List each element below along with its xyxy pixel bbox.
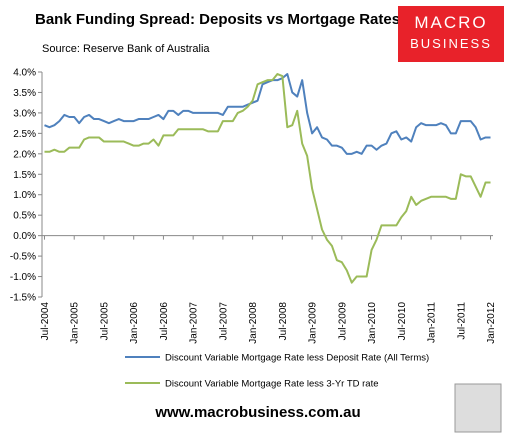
x-tick-label: Jul-2011 [456, 302, 467, 340]
x-tick-label: Jul-2006 [159, 302, 170, 341]
y-tick-label: 0.0% [13, 231, 36, 242]
y-tick-label: 1.5% [13, 170, 36, 181]
x-tick-label: Jul-2007 [218, 302, 229, 341]
x-tick-label: Jan-2012 [486, 302, 497, 344]
x-tick-label: Jan-2007 [189, 302, 200, 344]
y-tick-label: 3.5% [13, 88, 36, 99]
x-tick-label: Jul-2010 [397, 302, 408, 341]
logo: MACRO BUSINESS [398, 6, 504, 62]
legend-label: Discount Variable Mortgage Rate less 3-Y… [165, 379, 379, 390]
chart-title: Bank Funding Spread: Deposits vs Mortgag… [35, 11, 400, 28]
y-tick-label: 0.5% [13, 211, 36, 222]
x-tick-label: Jul-2008 [278, 302, 289, 341]
wolf-image [454, 383, 502, 433]
y-tick-label: -1.0% [10, 272, 36, 283]
chart-subtitle: Source: Reserve Bank of Australia [42, 43, 210, 55]
footer: www.macrobusiness.com.au [154, 404, 360, 421]
logo-box [398, 6, 504, 62]
y-tick-label: -0.5% [10, 252, 36, 263]
x-tick-label: Jul-2004 [40, 302, 51, 341]
y-tick-label: -1.5% [10, 293, 36, 304]
y-tick-label: 2.0% [13, 149, 36, 160]
series-line [44, 73, 491, 155]
y-tick-label: 2.5% [13, 129, 36, 140]
x-tick-label: Jan-2011 [427, 302, 438, 343]
x-tick-label: Jan-2010 [367, 302, 378, 344]
series-line [44, 73, 491, 284]
logo-text: MACRO [414, 13, 487, 32]
y-tick-label: 1.0% [13, 190, 36, 201]
y-tick-label: 4.0% [13, 68, 36, 79]
x-tick-label: Jan-2008 [248, 302, 259, 344]
x-tick-label: Jan-2009 [308, 302, 319, 344]
x-tick-label: Jan-2005 [70, 302, 81, 344]
legend-label: Discount Variable Mortgage Rate less Dep… [165, 353, 429, 364]
y-tick-label: 3.0% [13, 108, 36, 119]
x-tick-label: Jan-2006 [129, 302, 140, 344]
logo-text: BUSINESS [410, 36, 492, 51]
x-tick-label: Jul-2005 [99, 302, 110, 341]
x-tick-label: Jul-2009 [337, 302, 348, 341]
